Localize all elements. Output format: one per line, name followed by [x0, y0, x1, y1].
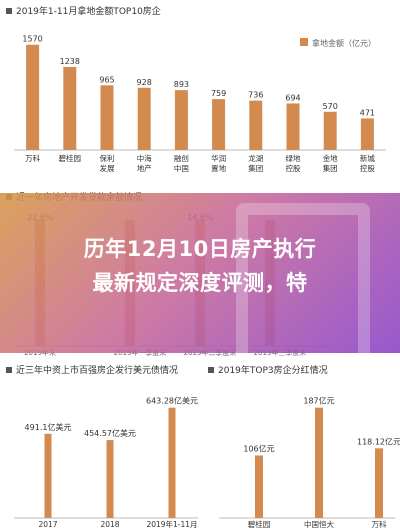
- category-label: 2018: [100, 520, 119, 528]
- bar-value-label: 118.12亿元: [357, 436, 400, 446]
- category-label: 金地: [323, 153, 338, 163]
- category-label: 控股: [286, 163, 301, 173]
- bar-value-label: 187亿元: [303, 396, 334, 406]
- category-label: 融创: [174, 153, 189, 163]
- legend-swatch: [300, 38, 308, 46]
- legend-label: 拿地金额（亿元）: [312, 38, 376, 48]
- bar-7: [249, 100, 263, 150]
- category-label: 万科: [372, 519, 387, 528]
- bond-title-text: 近三年中资上市百强房企发行美元债情况: [16, 366, 179, 376]
- bar-value-label: 759: [211, 89, 226, 98]
- bar-1: [44, 433, 52, 518]
- bar-6: [212, 99, 226, 150]
- bar-3: [100, 85, 114, 150]
- bar-value-label: 643.28亿美元: [146, 396, 198, 406]
- category-label: 万科: [25, 153, 40, 163]
- bar-9: [323, 111, 337, 150]
- bar-2: [106, 440, 114, 518]
- bar-8: [286, 103, 300, 150]
- category-label: 中海: [137, 153, 152, 163]
- bullet-icon: [6, 7, 12, 14]
- bar-2: [315, 407, 323, 518]
- category-label: 新城: [360, 153, 375, 163]
- category-label: 中国恒大: [304, 519, 334, 528]
- category-label: 集团: [248, 163, 263, 173]
- category-label: 龙湖: [248, 153, 263, 163]
- headline-line-2: 最新规定深度评测，特: [92, 271, 308, 295]
- bar-value-label: 694: [285, 93, 300, 102]
- category-label: 置地: [211, 163, 226, 173]
- category-label: 碧桂园: [59, 153, 82, 163]
- bar-5: [174, 90, 188, 150]
- bar-value-label: 570: [323, 102, 338, 111]
- building-graphic: [236, 203, 370, 367]
- category-label: 发展: [100, 163, 115, 173]
- category-label: 碧桂园: [248, 519, 271, 528]
- bar-value-label: 1570: [22, 35, 42, 44]
- category-label: 2017: [38, 520, 57, 528]
- bar-1: [255, 455, 263, 518]
- bar-value-label: 491.1亿美元: [25, 422, 72, 432]
- bar-3: [168, 407, 176, 518]
- bar-value-label: 1238: [60, 57, 80, 66]
- category-label: 2019年1-11月: [146, 519, 197, 528]
- bullet-icon: [208, 366, 214, 373]
- category-label: 控股: [360, 163, 375, 173]
- bar-10: [360, 118, 374, 150]
- top10-title-text: 2019年1-11月拿地金额TOP10房企: [16, 7, 161, 17]
- bar-value-label: 454.57亿美元: [84, 428, 136, 438]
- top3-chart-title: 2019年TOP3房企分红情况: [208, 363, 328, 376]
- bar-1: [26, 44, 40, 150]
- bar-value-label: 471: [360, 108, 375, 117]
- category-label: 保利: [100, 153, 115, 163]
- bullet-icon: [6, 366, 12, 373]
- bar-4: [137, 87, 151, 150]
- bar-2: [63, 66, 77, 150]
- bond-bar-chart: 491.1亿美元 2017 454.57亿美元 2018 643.28亿美元 2019年1…: [14, 396, 198, 528]
- top10-chart-title: 2019年1-11月拿地金额TOP10房企: [6, 4, 161, 17]
- bar-value-label: 893: [174, 80, 189, 89]
- top3-title-text: 2019年TOP3房企分红情况: [218, 366, 328, 376]
- category-label: 地产: [137, 163, 152, 173]
- headline-banner[interactable]: 历年12月10日房产执行 最新规定深度评测，特: [0, 193, 400, 367]
- category-label: 集团: [323, 163, 338, 173]
- bar-value-label: 736: [248, 91, 263, 100]
- category-label: 华润: [211, 153, 226, 163]
- bond-chart-title: 近三年中资上市百强房企发行美元债情况: [6, 363, 178, 376]
- category-label: 中国: [174, 163, 189, 173]
- headline-line-1: 历年12月10日房产执行: [83, 237, 317, 261]
- bar-3: [375, 448, 383, 518]
- bar-value-label: 965: [99, 75, 114, 84]
- bar-value-label: 928: [137, 78, 152, 87]
- bar-value-label: 106亿元: [243, 443, 274, 453]
- category-label: 绿地: [286, 153, 301, 163]
